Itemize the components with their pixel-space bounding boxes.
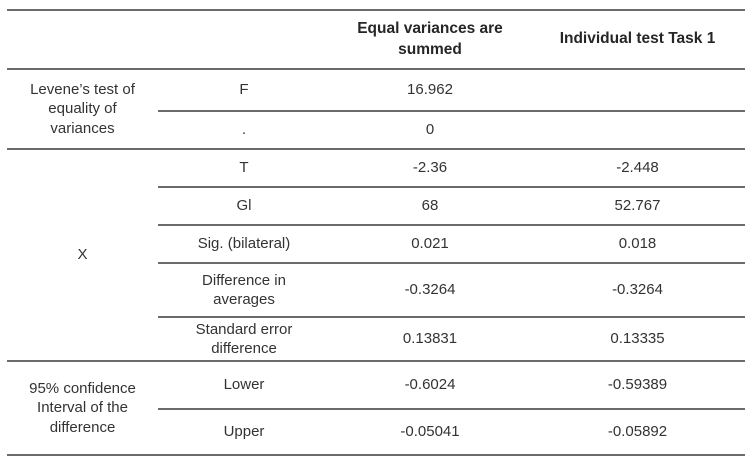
- header-col-equal-variances: Equal variances are summed: [330, 11, 530, 70]
- value-equal-variances-sig: 0.021: [330, 226, 530, 264]
- value-equal-variances-upper: -0.05041: [330, 410, 530, 456]
- value-equal-variances-f: 16.962: [330, 70, 530, 112]
- value-individual-test-f: [530, 70, 745, 112]
- results-table: Equal variances are summed Individual te…: [7, 9, 745, 456]
- value-equal-variances-dot: 0: [330, 112, 530, 150]
- value-individual-test-diff-averages: -0.3264: [530, 264, 745, 318]
- value-equal-variances-lower: -0.6024: [330, 362, 530, 410]
- value-individual-test-upper: -0.05892: [530, 410, 745, 456]
- header-empty-measure: [158, 11, 330, 70]
- row-label-f: F: [158, 70, 330, 112]
- value-individual-test-t: -2.448: [530, 150, 745, 188]
- value-equal-variances-gl: 68: [330, 188, 530, 226]
- value-individual-test-std-error: 0.13335: [530, 318, 745, 362]
- header-col-individual-test: Individual test Task 1: [530, 11, 745, 70]
- group-label-x: X: [7, 150, 158, 362]
- row-label-gl: Gl: [158, 188, 330, 226]
- row-label-standard-error-difference: Standard error difference: [158, 318, 330, 362]
- row-label-dot: .: [158, 112, 330, 150]
- row-label-sig-bilateral: Sig. (bilateral): [158, 226, 330, 264]
- group-label-levene-test: Levene’s test of equality of variances: [7, 70, 158, 150]
- value-individual-test-dot: [530, 112, 745, 150]
- header-label-equal-variances: Equal variances are summed: [357, 20, 503, 58]
- value-equal-variances-diff-averages: -0.3264: [330, 264, 530, 318]
- value-individual-test-sig: 0.018: [530, 226, 745, 264]
- row-label-lower: Lower: [158, 362, 330, 410]
- header-label-individual-test: Individual test Task 1: [559, 30, 716, 48]
- header-empty-group: [7, 11, 158, 70]
- value-individual-test-gl: 52.767: [530, 188, 745, 226]
- value-equal-variances-std-error: 0.13831: [330, 318, 530, 362]
- group-label-confidence-interval: 95% confidence Interval of the differenc…: [7, 362, 158, 456]
- row-label-difference-in-averages: Difference in averages: [158, 264, 330, 318]
- row-label-t: T: [158, 150, 330, 188]
- value-individual-test-lower: -0.59389: [530, 362, 745, 410]
- row-label-upper: Upper: [158, 410, 330, 456]
- value-equal-variances-t: -2.36: [330, 150, 530, 188]
